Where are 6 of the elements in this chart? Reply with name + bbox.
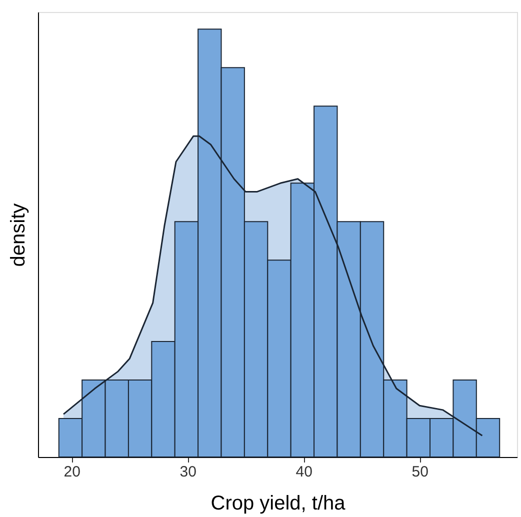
y-axis-title: density [8, 203, 30, 267]
x-tick-label: 40 [296, 464, 312, 480]
x-axis-title: Crop yield, t/ha [210, 492, 346, 514]
x-tick-label: 50 [412, 464, 428, 480]
x-tick-label: 20 [64, 464, 80, 480]
x-tick-label: 30 [180, 464, 196, 480]
